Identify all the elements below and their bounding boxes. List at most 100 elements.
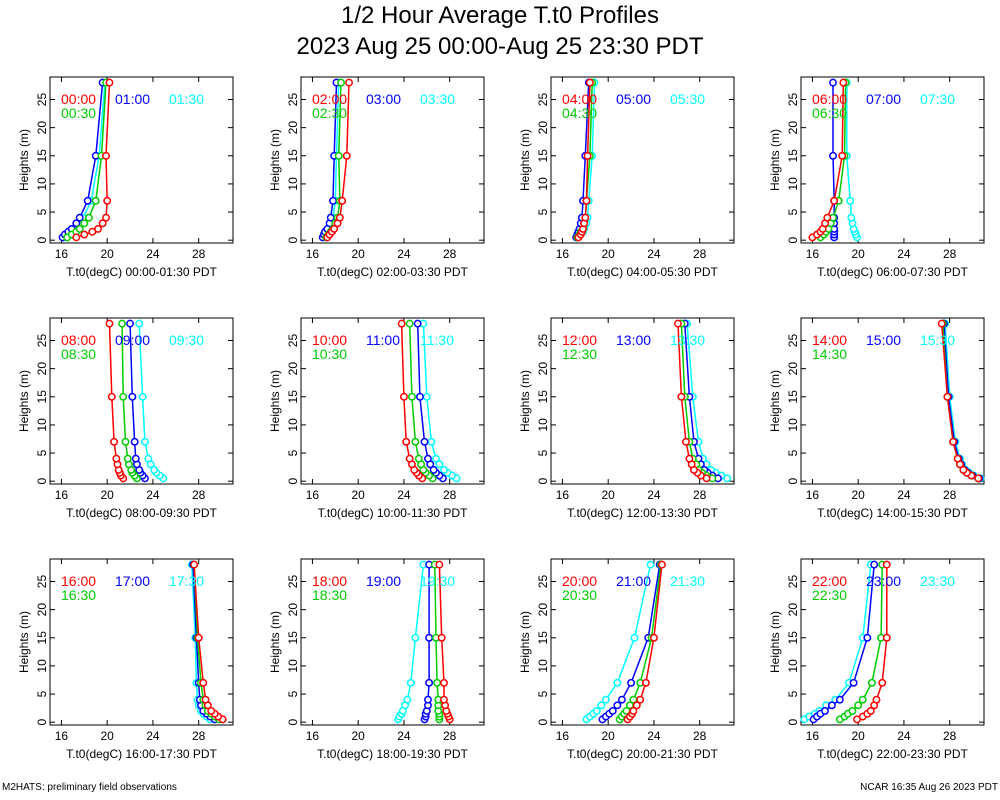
y-axis-label: Heights (m)	[268, 611, 282, 673]
y-axis-label: Heights (m)	[268, 370, 282, 432]
y-tick-label: 15	[786, 149, 800, 163]
x-axis-label: T.t0(degC) 18:00-19:30 PDT	[317, 747, 468, 761]
panel-0: 16 20 24 28 0 5 10 15 20 25 T.t0(degC) 00:00-01:30…	[17, 76, 234, 279]
x-axis-label: T.t0(degC) 02:00-03:30 PDT	[317, 265, 468, 279]
data-point	[72, 233, 81, 242]
y-tick-label: 10	[786, 418, 800, 432]
y-tick-label: 0	[536, 719, 550, 726]
data-point	[413, 319, 422, 328]
data-point	[91, 196, 100, 205]
panel-10: 16 20 24 28 0 5 10 15 20 25 T.t0(degC) 20:00-21:30…	[518, 558, 735, 761]
data-point	[585, 78, 594, 87]
legend-10:00: 10:00	[312, 332, 347, 348]
y-tick-label: 5	[35, 449, 49, 456]
plot-frame	[300, 317, 485, 485]
data-point	[829, 78, 837, 87]
data-point	[75, 224, 84, 233]
y-tick-label: 10	[286, 177, 300, 191]
data-point	[425, 678, 434, 687]
data-point	[613, 701, 622, 710]
data-point	[617, 695, 626, 704]
data-point	[641, 678, 650, 687]
y-axis-label: Heights (m)	[17, 611, 31, 673]
plot-frame	[49, 317, 234, 485]
y-tick-label: 20	[536, 603, 550, 617]
data-point	[846, 196, 855, 205]
plot-frame	[550, 76, 735, 244]
data-point	[199, 678, 208, 687]
data-point	[848, 706, 857, 715]
data-point	[433, 678, 442, 687]
data-point	[190, 560, 199, 569]
y-tick-label: 0	[286, 719, 300, 726]
legend-00:00: 00:00	[61, 91, 96, 107]
y-tick-label: 20	[35, 603, 49, 617]
x-axis-label: T.t0(degC) 22:00-23:30 PDT	[817, 747, 968, 761]
x-tick-label: 28	[443, 729, 457, 743]
data-point	[144, 454, 153, 463]
legend-07:30: 07:30	[920, 91, 955, 107]
y-tick-label: 15	[536, 390, 550, 404]
legend-20:00: 20:00	[562, 573, 597, 589]
legend-05:00: 05:00	[616, 91, 651, 107]
data-point	[830, 196, 839, 205]
y-tick-label: 15	[536, 631, 550, 645]
legend-11:00: 11:00	[366, 332, 400, 348]
data-point	[427, 437, 436, 446]
x-tick-label: 24	[647, 488, 661, 502]
x-tick-label: 24	[146, 247, 160, 261]
x-tick-label: 20	[352, 729, 366, 743]
x-tick-label: 16	[556, 247, 570, 261]
y-tick-label: 10	[35, 418, 49, 432]
legend-04:00: 04:00	[562, 91, 597, 107]
data-point	[677, 392, 686, 401]
x-tick-label: 16	[55, 729, 69, 743]
legend-14:30: 14:30	[812, 346, 847, 362]
data-point	[403, 695, 412, 704]
panel-6: 16 20 24 28 0 5 10 15 20 25 T.t0(degC) 12:00-13:30…	[518, 317, 735, 520]
data-point	[102, 151, 110, 160]
data-point	[416, 392, 424, 401]
x-tick-label: 28	[693, 729, 707, 743]
legend-18:00: 18:00	[312, 573, 347, 589]
y-tick-label: 15	[536, 149, 550, 163]
x-tick-label: 28	[693, 247, 707, 261]
legend-04:30: 04:30	[562, 105, 597, 121]
legend-12:30: 12:30	[562, 346, 597, 362]
x-tick-label: 16	[306, 247, 320, 261]
data-point	[342, 151, 351, 160]
y-tick-label: 5	[286, 449, 300, 456]
y-tick-label: 0	[35, 719, 49, 726]
data-point	[140, 437, 149, 446]
x-tick-label: 16	[806, 729, 820, 743]
legend-05:30: 05:30	[670, 91, 705, 107]
y-axis-label: Heights (m)	[17, 129, 31, 191]
data-point	[110, 437, 119, 446]
x-tick-label: 28	[943, 247, 957, 261]
data-point	[872, 695, 881, 704]
y-axis-label: Heights (m)	[768, 129, 782, 191]
panel-4: 16 20 24 28 0 5 10 15 20 25 T.t0(degC) 08:00-09:30…	[17, 317, 234, 520]
y-tick-label: 5	[786, 690, 800, 697]
data-point	[597, 701, 606, 710]
legend-14:00: 14:00	[812, 332, 847, 348]
y-tick-label: 25	[35, 575, 49, 589]
y-tick-label: 25	[286, 575, 300, 589]
x-tick-label: 24	[146, 488, 160, 502]
plot-frame	[550, 317, 735, 485]
panel-11: 16 20 24 28 0 5 10 15 20 25 T.t0(degC) 22:00-23:30…	[768, 558, 985, 761]
legend-08:30: 08:30	[61, 346, 96, 362]
x-axis-label: T.t0(degC) 12:00-13:30 PDT	[567, 506, 718, 520]
y-tick-label: 0	[286, 478, 300, 485]
y-tick-label: 15	[286, 631, 300, 645]
data-point	[128, 392, 137, 401]
y-tick-label: 5	[35, 208, 49, 215]
panel-9: 16 20 24 28 0 5 10 15 20 25 T.t0(degC) 18:00-19:30…	[268, 558, 485, 761]
x-tick-label: 20	[101, 247, 115, 261]
footer-left: M2HATS: preliminary field observations	[2, 782, 177, 793]
legend-11:30: 11:30	[420, 332, 454, 348]
data-point	[608, 706, 617, 715]
panel-1: 16 20 24 28 0 5 10 15 20 25 T.t0(degC) 02:00-03:30…	[268, 76, 485, 279]
data-point	[974, 474, 983, 483]
